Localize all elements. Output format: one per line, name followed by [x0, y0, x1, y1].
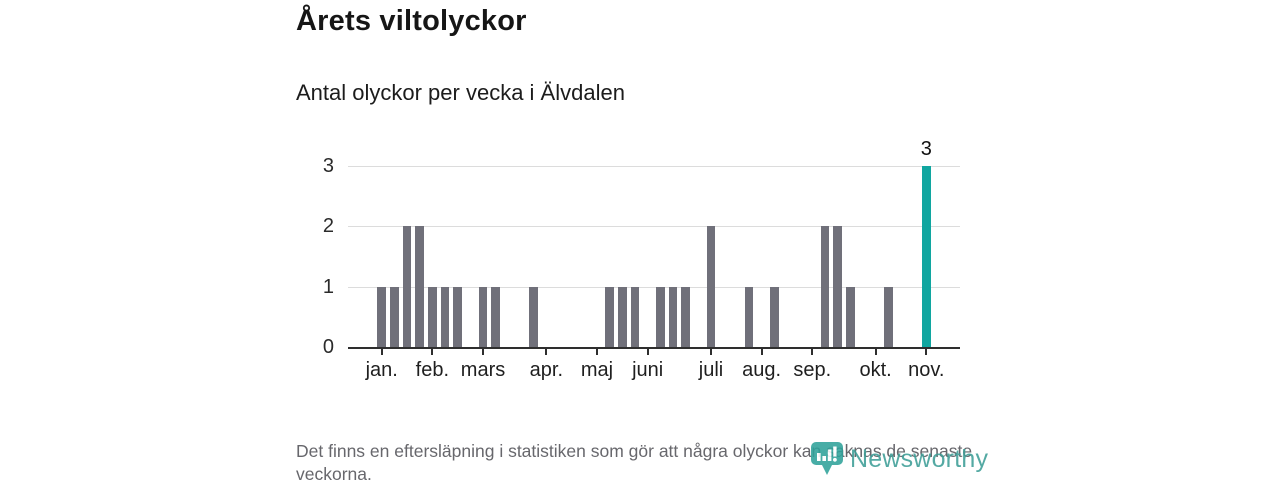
x-tick-label-apr: apr. — [529, 359, 564, 381]
x-tick-label-sep: sep. — [793, 359, 832, 381]
chart-subtitle: Antal olyckor per vecka i Älvdalen — [296, 80, 625, 105]
x-tick-nov — [925, 348, 928, 355]
bar-week-37 — [833, 226, 842, 347]
x-tick-jan — [380, 348, 383, 355]
chart-title: Årets viltolyckor — [296, 5, 527, 37]
y-tick-label-1: 1 — [322, 275, 334, 298]
x-tick-label-juli: juli — [698, 359, 724, 381]
bar-week-23 — [656, 286, 665, 347]
bar-week-19 — [605, 286, 614, 347]
x-tick-apr — [545, 348, 548, 355]
bar-week-25 — [681, 286, 690, 347]
gridline-y3 — [348, 166, 960, 167]
bar-week-3 — [402, 226, 412, 347]
x-tick-juli — [709, 348, 712, 355]
y-tick-label-2: 2 — [322, 215, 334, 238]
x-tick-label-aug: aug. — [742, 359, 782, 381]
bar-week-32 — [770, 286, 779, 347]
bar-week-30 — [744, 286, 754, 347]
bar-week-7 — [453, 286, 462, 347]
bar-highlight-week-44 — [921, 166, 931, 347]
bar-week-5 — [428, 286, 437, 347]
bar-week-6 — [440, 286, 450, 347]
newsworthy-wordmark: Newsworthy — [850, 444, 989, 473]
x-tick-mars — [482, 348, 485, 355]
y-tick-label-0: 0 — [322, 336, 334, 358]
plot-area: 3 jan. feb. mars apr. maj juni juli aug. sep. okt… — [348, 138, 960, 381]
bar-week-9 — [478, 286, 488, 347]
x-tick-juni — [646, 348, 649, 355]
bar-week-10 — [491, 286, 500, 347]
x-tick-aug — [760, 348, 763, 355]
x-axis-line — [348, 347, 960, 349]
bar-week-27 — [706, 226, 716, 347]
bar-week-41 — [884, 286, 893, 347]
x-tick-label-maj: maj — [580, 359, 614, 381]
bar-week-2 — [390, 286, 399, 347]
bar-week-13 — [529, 286, 538, 347]
x-tick-label-jan: jan. — [365, 359, 398, 381]
y-tick-label-3: 3 — [322, 155, 334, 177]
value-label: 3 — [920, 138, 932, 160]
x-tick-label-nov: nov. — [908, 359, 945, 381]
x-tick-label-juni: juni — [632, 359, 664, 381]
gridline-y1 — [348, 286, 960, 288]
bar-week-4 — [415, 226, 424, 347]
gridline-y2 — [348, 226, 960, 228]
x-tick-sep — [811, 348, 814, 355]
bar-week-1 — [377, 286, 386, 347]
x-tick-label-mars: mars — [460, 359, 506, 381]
newsworthy-bubble-chart-icon — [811, 442, 843, 475]
x-tick-label-okt: okt. — [859, 359, 892, 381]
y-axis: 0 1 2 3 — [286, 156, 334, 357]
x-tick-maj — [596, 348, 598, 355]
bar-week-24 — [668, 286, 678, 347]
footnote: Det finns en eftersläpning i statistiken… — [296, 441, 973, 484]
newsworthy-logo: Newsworthy — [810, 441, 988, 477]
x-tick-feb — [431, 348, 434, 355]
bar-week-36 — [820, 226, 830, 347]
x-tick-okt — [874, 348, 877, 355]
x-tick-label-feb: feb. — [415, 359, 450, 381]
bar-week-38 — [846, 286, 855, 347]
bar-week-21 — [630, 286, 640, 347]
bar-week-20 — [618, 286, 627, 347]
